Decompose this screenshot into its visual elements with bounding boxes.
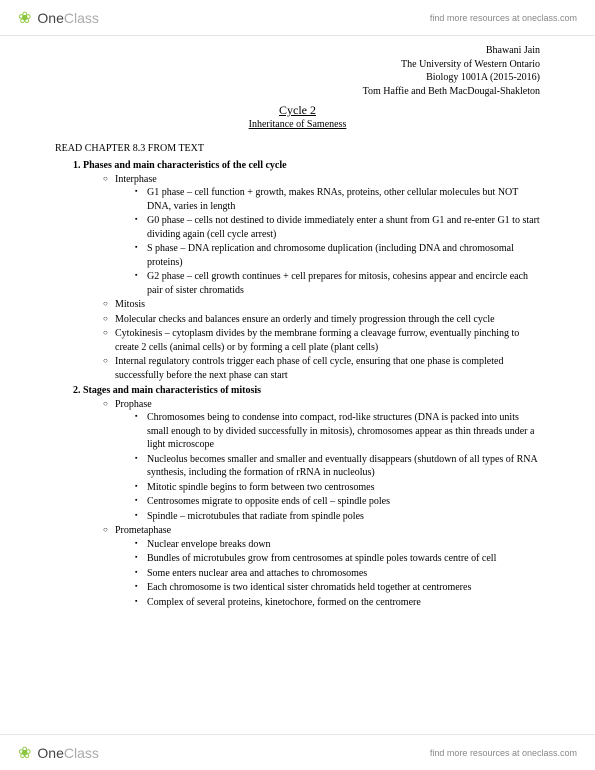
doc-subtitle: Inheritance of Sameness	[55, 118, 540, 132]
main-list: Phases and main characteristics of the c…	[55, 159, 540, 609]
meta-author: Bhawani Jain	[55, 44, 540, 58]
prophase-item: Prophase Chromosomes being to condense i…	[103, 398, 540, 524]
meta-instructors: Tom Haffie and Beth MacDougal-Shakleton	[55, 85, 540, 99]
meta-university: The University of Western Ontario	[55, 58, 540, 72]
prophase-3: Mitotic spindle begins to form between t…	[135, 481, 540, 495]
regulatory-item: Internal regulatory controls trigger eac…	[103, 355, 540, 382]
prometaphase-label: Prometaphase	[115, 525, 171, 536]
doc-title: Cycle 2	[55, 102, 540, 118]
footer-bar: ❀ OneClass find more resources at onecla…	[0, 734, 595, 770]
prometaphase-5: Complex of several proteins, kinetochore…	[135, 596, 540, 610]
section-2-items: Prophase Chromosomes being to condense i…	[83, 398, 540, 610]
section-1: Phases and main characteristics of the c…	[83, 159, 540, 382]
interphase-label: Interphase	[115, 174, 157, 185]
section-2-heading: Stages and main characteristics of mitos…	[83, 385, 261, 396]
prophase-1: Chromosomes being to condense into compa…	[135, 411, 540, 452]
section-1-heading: Phases and main characteristics of the c…	[83, 160, 287, 171]
resources-link-bottom[interactable]: find more resources at oneclass.com	[430, 748, 577, 758]
prophase-label: Prophase	[115, 399, 152, 410]
leaf-icon-footer: ❀	[18, 743, 31, 763]
prophase-4: Centrosomes migrate to opposite ends of …	[135, 495, 540, 509]
resources-link-top[interactable]: find more resources at oneclass.com	[430, 13, 577, 23]
section-2: Stages and main characteristics of mitos…	[83, 384, 540, 609]
checks-item: Molecular checks and balances ensure an …	[103, 313, 540, 327]
prometaphase-item: Prometaphase Nuclear envelope breaks dow…	[103, 524, 540, 609]
g2-phase: G2 phase – cell growth continues + cell …	[135, 270, 540, 297]
prometaphase-3: Some enters nuclear area and attaches to…	[135, 567, 540, 581]
page-content: Bhawani Jain The University of Western O…	[0, 36, 595, 653]
brand-one: One	[37, 10, 63, 26]
brand-logo-footer[interactable]: ❀ OneClass	[18, 743, 99, 763]
prometaphase-4: Each chromosome is two identical sister …	[135, 581, 540, 595]
section-1-items: Interphase G1 phase – cell function + gr…	[83, 173, 540, 383]
brand-logo[interactable]: ❀ OneClass	[18, 8, 99, 28]
brand-class-footer: Class	[64, 745, 99, 761]
g0-phase: G0 phase – cells not destined to divide …	[135, 214, 540, 241]
prometaphase-sublist: Nuclear envelope breaks down Bundles of …	[115, 538, 540, 610]
prophase-5: Spindle – microtubules that radiate from…	[135, 510, 540, 524]
meta-block: Bhawani Jain The University of Western O…	[55, 44, 540, 98]
g1-phase: G1 phase – cell function + growth, makes…	[135, 186, 540, 213]
brand-one-footer: One	[37, 745, 63, 761]
leaf-icon: ❀	[18, 8, 31, 28]
mitosis-item: Mitosis	[103, 298, 540, 312]
prophase-2: Nucleolus becomes smaller and smaller an…	[135, 453, 540, 480]
interphase-sublist: G1 phase – cell function + growth, makes…	[115, 186, 540, 297]
meta-course: Biology 1001A (2015-2016)	[55, 71, 540, 85]
interphase-item: Interphase G1 phase – cell function + gr…	[103, 173, 540, 298]
prophase-sublist: Chromosomes being to condense into compa…	[115, 411, 540, 523]
brand-class: Class	[64, 10, 99, 26]
s-phase: S phase – DNA replication and chromosome…	[135, 242, 540, 269]
prometaphase-2: Bundles of microtubules grow from centro…	[135, 552, 540, 566]
cytokinesis-item: Cytokinesis – cytoplasm divides by the m…	[103, 327, 540, 354]
header-bar: ❀ OneClass find more resources at onecla…	[0, 0, 595, 36]
read-note: READ CHAPTER 8.3 FROM TEXT	[55, 142, 540, 156]
prometaphase-1: Nuclear envelope breaks down	[135, 538, 540, 552]
